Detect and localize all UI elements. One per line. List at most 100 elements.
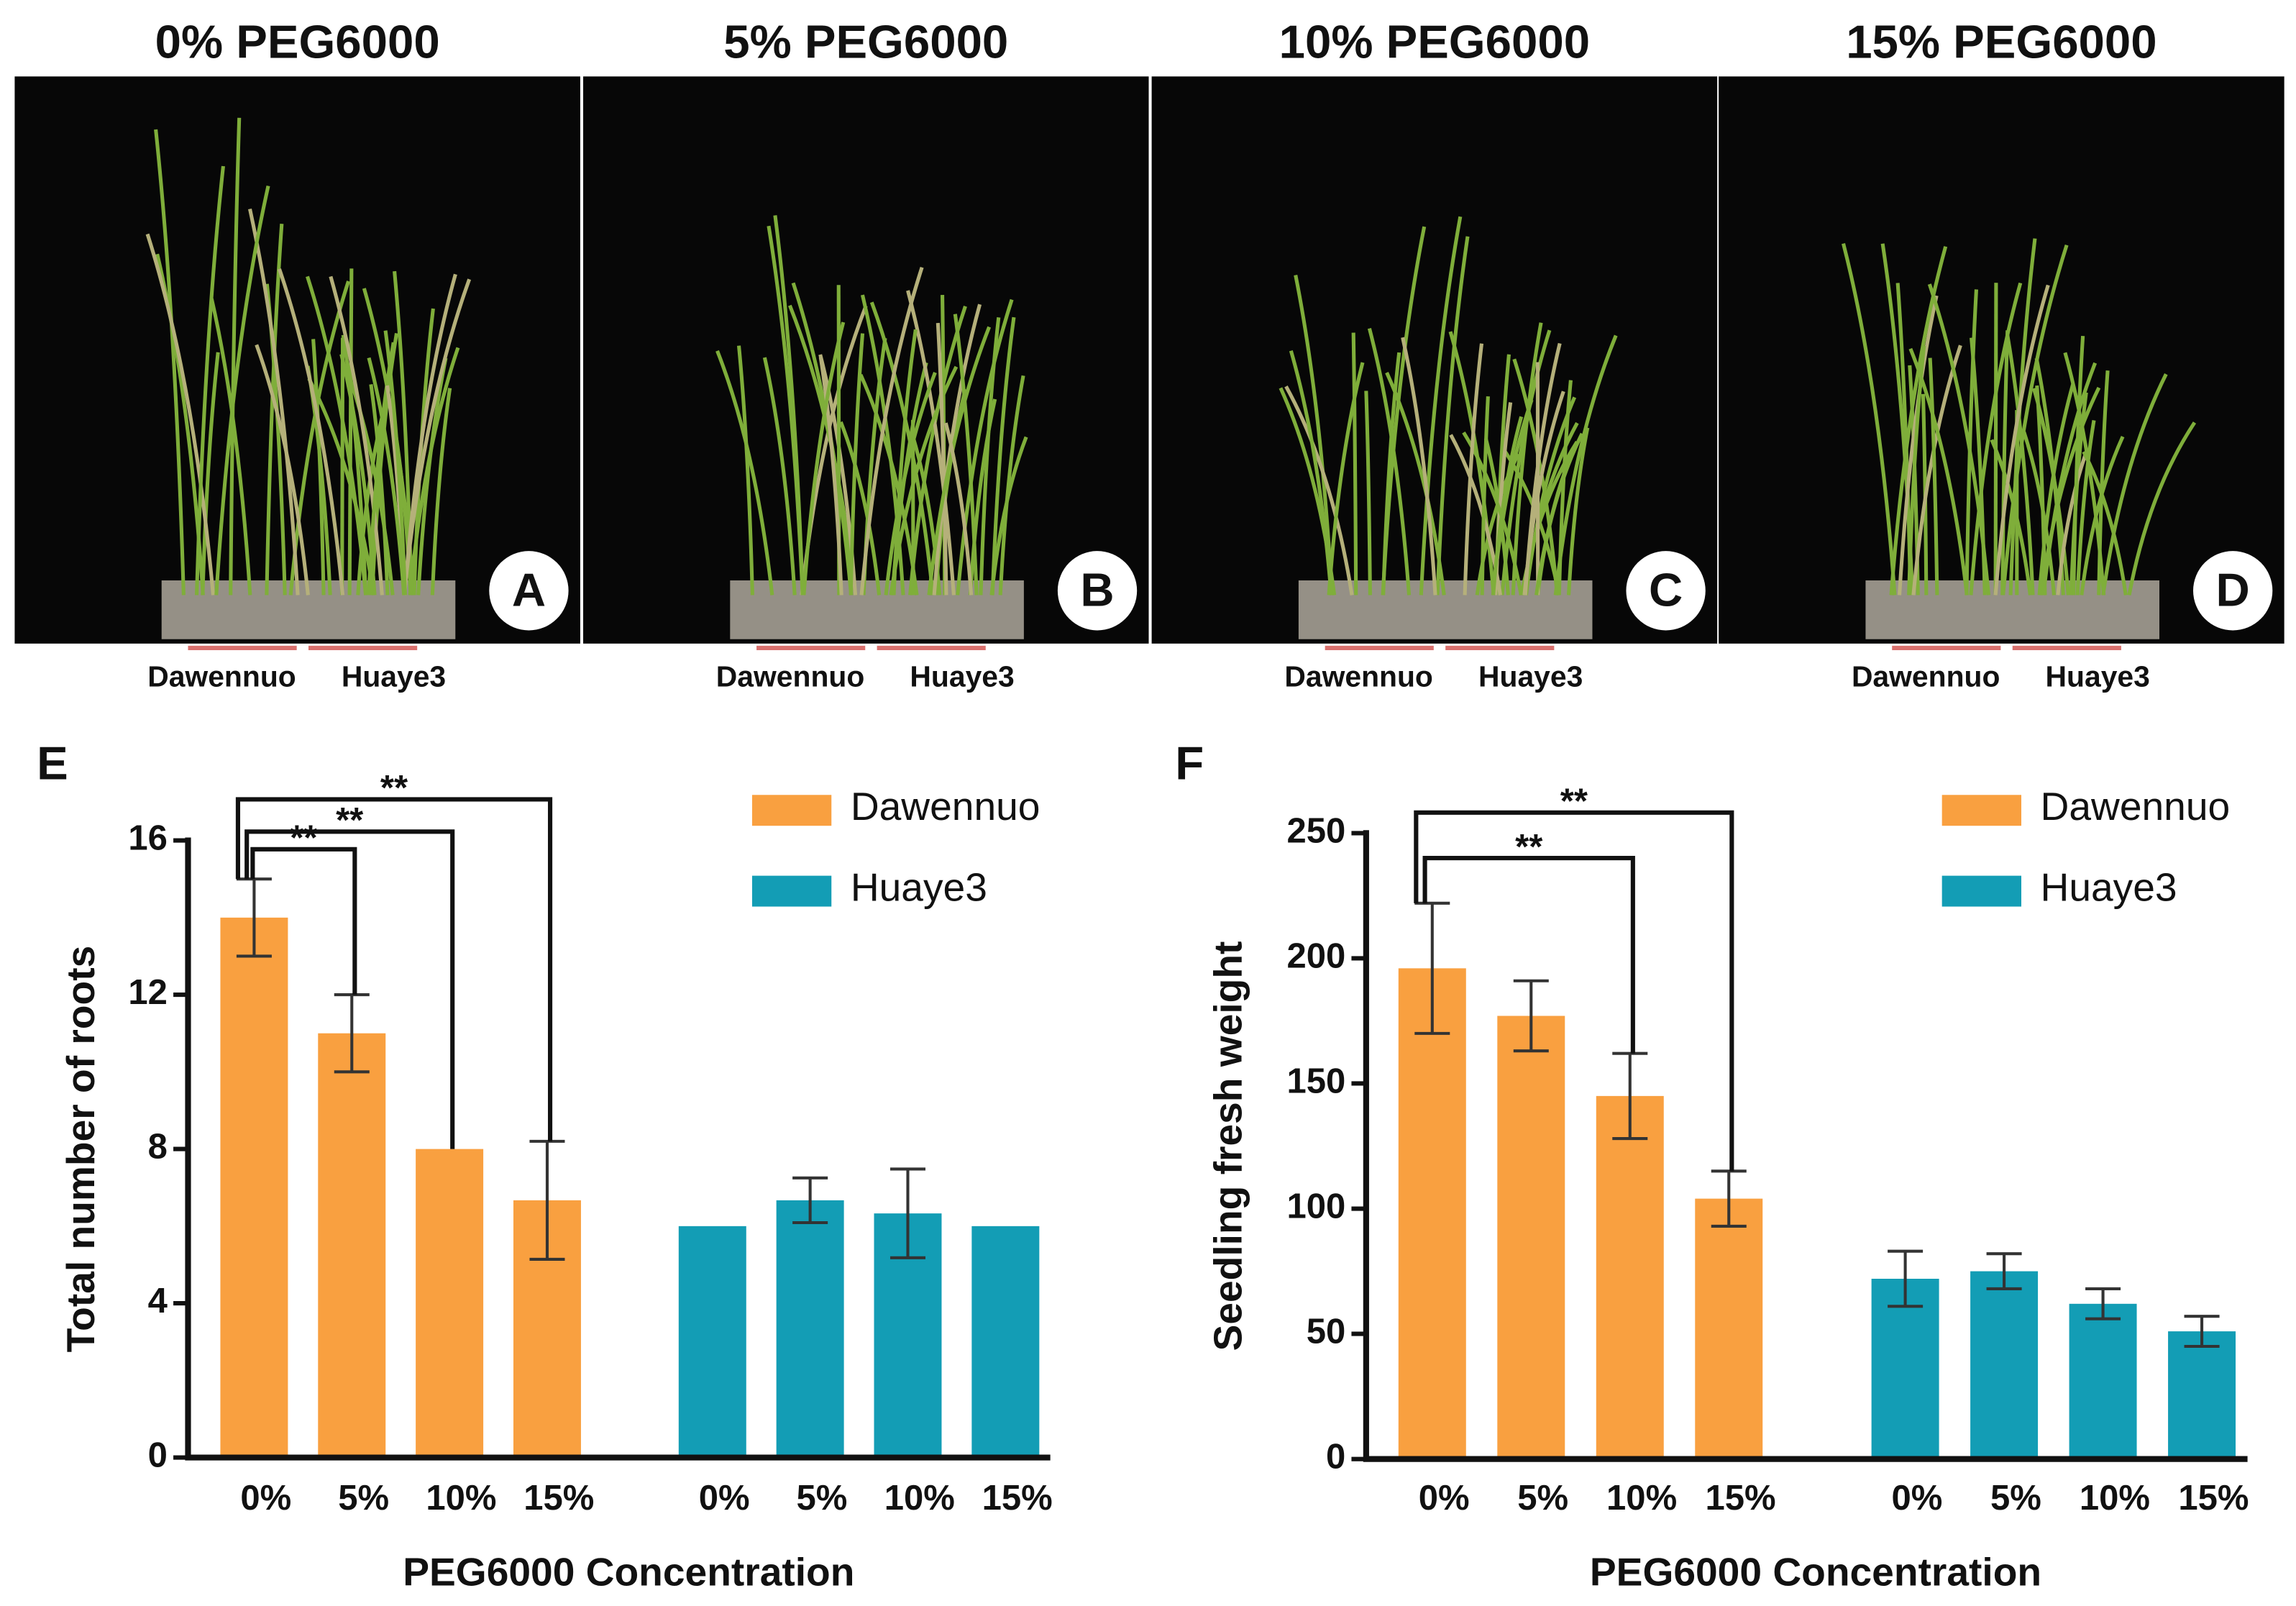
panel-badge [489, 551, 569, 631]
significance-bracket [1422, 856, 1635, 1054]
leaf [209, 298, 252, 596]
leaf [370, 332, 399, 596]
leaf [859, 266, 924, 596]
leaf [762, 357, 797, 596]
leaf [1566, 427, 1590, 596]
leaf [1965, 289, 1979, 596]
leaf [229, 117, 242, 596]
leaf [818, 357, 843, 596]
leaf [1535, 432, 1584, 596]
error-bar [792, 1176, 828, 1225]
y-tick-label: 0 [148, 1436, 168, 1475]
leaf [1897, 295, 1939, 596]
leaf [347, 268, 354, 596]
leaf [956, 298, 1014, 596]
legend-label: Dawennuo [851, 784, 1040, 829]
leaf [339, 353, 377, 596]
leaf [1435, 236, 1470, 596]
leaf [849, 333, 865, 596]
legend-swatch [751, 875, 832, 907]
leaf [736, 345, 754, 596]
leaf [1511, 322, 1543, 596]
leaf [932, 304, 982, 596]
error-bar [529, 1139, 565, 1261]
leaf [936, 322, 948, 596]
significance-label: ** [290, 819, 318, 858]
leaf [2075, 420, 2096, 596]
variety-label: Dawennuo [1284, 660, 1433, 693]
leaf [2080, 435, 2125, 596]
leaf [2035, 385, 2047, 596]
x-tick-label: 0% [1892, 1479, 1943, 1518]
x-tick-label: 15% [982, 1479, 1053, 1518]
leaf [2072, 335, 2085, 596]
panel-badge [1626, 551, 1706, 631]
leaf [340, 337, 345, 596]
leaf [859, 373, 919, 596]
leaf [344, 368, 395, 596]
x-tick-label: 10% [426, 1479, 496, 1518]
y-tick-label: 4 [148, 1282, 168, 1320]
photo-title: 0% PEG6000 [155, 16, 440, 68]
y-tick-label: 250 [1286, 811, 1345, 850]
panel-label: C [1649, 564, 1683, 616]
significance-bracket [250, 847, 357, 995]
leaf [1921, 393, 1929, 596]
y-tick-label: 12 [128, 973, 168, 1012]
leaf [2097, 370, 2110, 596]
y-tick-label: 16 [128, 819, 168, 858]
x-tick-label: 10% [884, 1479, 955, 1518]
leaf [329, 275, 384, 596]
leaf [416, 357, 448, 596]
x-axis-label: PEG6000 Concentration [403, 1550, 854, 1594]
bar [776, 1200, 844, 1458]
legend-label: Huaye3 [851, 865, 987, 910]
bar [1695, 1198, 1763, 1459]
leaf [367, 357, 406, 596]
variety-label: Huaye3 [1478, 660, 1583, 693]
bar [2168, 1331, 2236, 1459]
bar [1497, 1016, 1565, 1459]
photo-title: 10% PEG6000 [1279, 16, 1590, 68]
x-tick-label: 15% [2178, 1479, 2249, 1518]
x-tick-label: 0% [699, 1479, 750, 1518]
axes [185, 837, 1051, 1461]
leaf [1419, 216, 1463, 596]
leaf [194, 165, 225, 596]
x-tick-label: 0% [240, 1479, 291, 1518]
leaf [278, 268, 345, 596]
error-bar [2085, 1287, 2121, 1320]
leaf [1381, 226, 1427, 596]
x-tick-label: 5% [338, 1479, 389, 1518]
bar [220, 917, 288, 1458]
y-tick-label: 0 [1326, 1438, 1345, 1477]
variety-label: Huaye3 [342, 660, 446, 693]
y-tick-label: 8 [148, 1128, 168, 1167]
bar [678, 1226, 746, 1458]
leaf [838, 421, 882, 596]
leaf [1289, 350, 1333, 596]
error-bar [1513, 979, 1549, 1053]
significance-bracket [1414, 810, 1734, 1172]
legend-swatch [1941, 795, 2021, 826]
x-tick-label: 15% [1706, 1479, 1776, 1518]
panel-label: F [1175, 737, 1204, 790]
leaf [968, 398, 997, 596]
x-tick-label: 10% [2080, 1479, 2150, 1518]
variety-label: Huaye3 [2046, 660, 2150, 693]
leaf [2056, 455, 2087, 596]
significance-label: ** [380, 769, 408, 808]
error-bar [334, 993, 370, 1074]
error-bar [1414, 901, 1450, 1035]
leaf [1491, 416, 1524, 596]
x-tick-label: 5% [797, 1479, 848, 1518]
bar [416, 1149, 484, 1458]
panel-label: E [37, 737, 68, 790]
leaf [1969, 282, 2023, 596]
panel-label: D [2216, 564, 2250, 616]
leaf [1889, 246, 1948, 596]
leaf [402, 278, 472, 596]
leaf [1842, 242, 1897, 596]
x-tick-label: 5% [1990, 1479, 2041, 1518]
